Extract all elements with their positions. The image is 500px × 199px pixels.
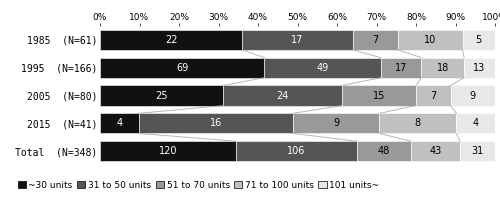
- Text: 48: 48: [378, 146, 390, 156]
- Text: 17: 17: [395, 63, 407, 73]
- Text: 4: 4: [116, 118, 122, 128]
- Bar: [460, 141, 495, 161]
- Text: 43: 43: [430, 146, 442, 156]
- Bar: [100, 58, 264, 78]
- Bar: [456, 113, 495, 133]
- Text: 22: 22: [165, 35, 177, 45]
- Bar: [242, 30, 352, 50]
- Legend: ~30 units, 31 to 50 units, 51 to 70 units, 71 to 100 units, 101 units~: ~30 units, 31 to 50 units, 51 to 70 unit…: [18, 181, 379, 190]
- Text: 4: 4: [472, 118, 479, 128]
- Text: 13: 13: [474, 63, 486, 73]
- Text: 106: 106: [287, 146, 306, 156]
- Bar: [381, 58, 421, 78]
- Text: 7: 7: [430, 91, 436, 100]
- Text: 7: 7: [372, 35, 378, 45]
- Text: 24: 24: [276, 91, 289, 100]
- Text: 9: 9: [470, 91, 476, 100]
- Bar: [100, 30, 242, 50]
- Bar: [380, 113, 456, 133]
- Text: 15: 15: [373, 91, 385, 100]
- Bar: [450, 86, 495, 105]
- Text: 25: 25: [156, 91, 168, 100]
- Bar: [356, 141, 411, 161]
- Text: 16: 16: [210, 118, 222, 128]
- Bar: [342, 86, 416, 105]
- Bar: [421, 58, 464, 78]
- Bar: [264, 58, 381, 78]
- Text: 31: 31: [472, 146, 484, 156]
- Text: 9: 9: [333, 118, 339, 128]
- Text: 49: 49: [316, 63, 328, 73]
- Bar: [100, 113, 138, 133]
- Bar: [100, 141, 236, 161]
- Bar: [398, 30, 462, 50]
- Text: 17: 17: [292, 35, 304, 45]
- Bar: [352, 30, 398, 50]
- Bar: [292, 113, 380, 133]
- Text: 10: 10: [424, 35, 436, 45]
- Bar: [236, 141, 356, 161]
- Bar: [100, 86, 224, 105]
- Bar: [411, 141, 460, 161]
- Text: 18: 18: [436, 63, 449, 73]
- Bar: [138, 113, 292, 133]
- Bar: [416, 86, 450, 105]
- Bar: [462, 30, 495, 50]
- Text: 8: 8: [415, 118, 421, 128]
- Bar: [464, 58, 495, 78]
- Text: 120: 120: [159, 146, 178, 156]
- Bar: [224, 86, 342, 105]
- Text: 69: 69: [176, 63, 188, 73]
- Text: 5: 5: [476, 35, 482, 45]
